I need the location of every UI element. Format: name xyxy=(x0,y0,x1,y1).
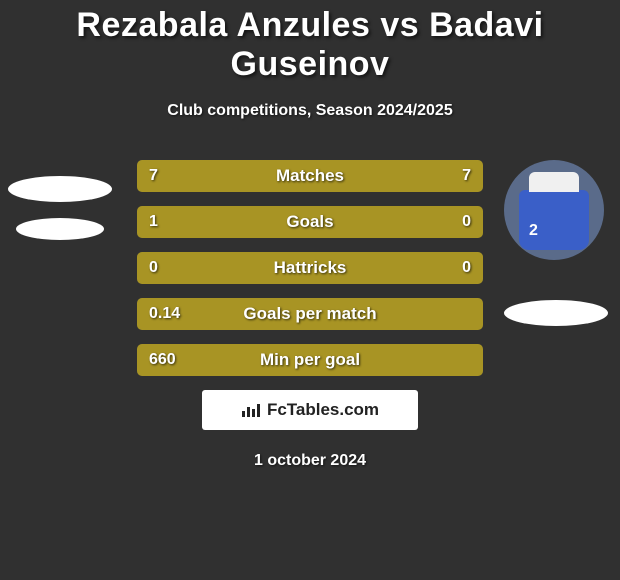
player-right-shadow xyxy=(504,300,608,326)
player-left-shadow-2 xyxy=(16,218,104,240)
stat-label: Matches xyxy=(137,160,483,192)
stat-value-right: 7 xyxy=(462,160,471,192)
stat-row: Min per goal660 xyxy=(137,344,483,376)
stat-label: Goals per match xyxy=(137,298,483,330)
stat-row: Goals1 0 xyxy=(137,206,483,238)
stat-row: Hattricks0 0 xyxy=(137,252,483,284)
stat-value-right: 0 xyxy=(462,252,471,284)
stat-value-left: 0.14 xyxy=(149,298,180,330)
stat-label: Hattricks xyxy=(137,252,483,284)
stat-value-left: 0 xyxy=(149,252,158,284)
page-title: Rezabala Anzules vs Badavi Guseinov xyxy=(0,6,620,84)
page-subtitle: Club competitions, Season 2024/2025 xyxy=(0,102,620,120)
comparison-bars: Matches77Goals10Hattricks00Goals per mat… xyxy=(137,160,483,376)
bar-chart-icon xyxy=(241,402,261,418)
stat-label: Min per goal xyxy=(137,344,483,376)
brand-badge: FcTables.com xyxy=(202,390,418,430)
infographic-root: Rezabala Anzules vs Badavi Guseinov Club… xyxy=(0,0,620,470)
brand-text: FcTables.com xyxy=(267,400,379,420)
player-right-block: 2 xyxy=(504,160,608,326)
content-area: 2 Matches77Goals10Hattricks00Goals per m… xyxy=(0,160,620,470)
stat-row: Goals per match0.14 xyxy=(137,298,483,330)
footer-date: 1 october 2024 xyxy=(0,452,620,470)
stat-value-left: 1 xyxy=(149,206,158,238)
stat-value-left: 7 xyxy=(149,160,158,192)
player-left-shadow-1 xyxy=(8,176,112,202)
player-right-number: 2 xyxy=(529,222,538,240)
stat-value-left: 660 xyxy=(149,344,176,376)
stat-value-right: 0 xyxy=(462,206,471,238)
player-left-block xyxy=(8,160,112,240)
player-right-avatar: 2 xyxy=(504,160,604,260)
stat-row: Matches7 7 xyxy=(137,160,483,192)
player-right-shorts: 2 xyxy=(519,190,589,250)
stat-label: Goals xyxy=(137,206,483,238)
